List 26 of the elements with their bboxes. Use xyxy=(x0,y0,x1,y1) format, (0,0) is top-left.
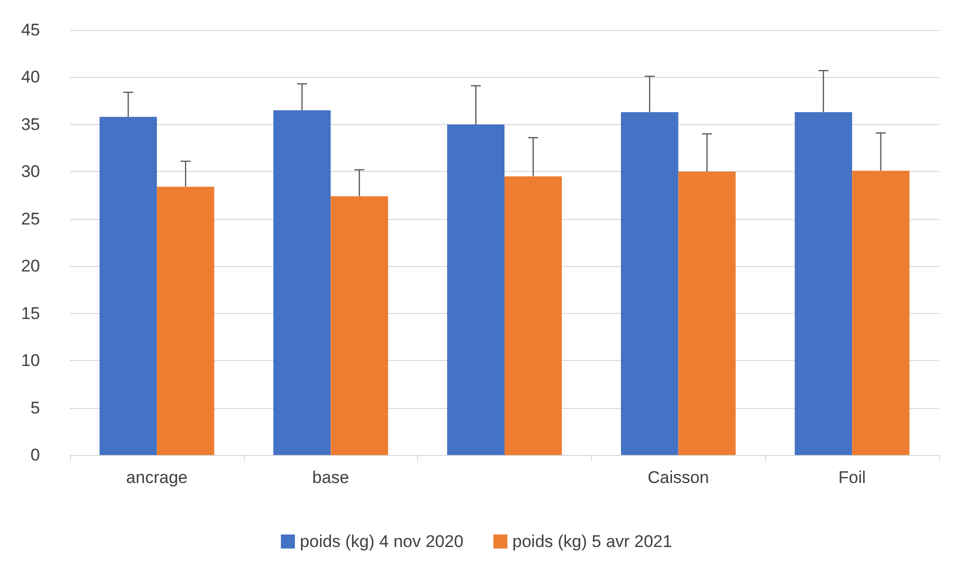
bar xyxy=(156,186,214,455)
y-tick-label: 15 xyxy=(21,304,40,323)
y-tick-label: 10 xyxy=(21,351,40,370)
x-tick-label: Foil xyxy=(838,468,866,487)
y-tick-label: 35 xyxy=(21,114,40,134)
y-tick-label: 25 xyxy=(21,209,40,228)
y-tick-label: 45 xyxy=(21,20,40,40)
bar xyxy=(273,110,331,455)
bar xyxy=(794,112,852,455)
bar xyxy=(100,116,157,455)
legend-label: poids (kg) 4 nov 2020 xyxy=(300,532,464,551)
x-tick-label: ancrage xyxy=(126,468,188,487)
legend-label: poids (kg) 5 avr 2021 xyxy=(512,532,672,551)
y-tick-label: 30 xyxy=(21,162,40,182)
bar xyxy=(330,196,388,455)
y-tick-label: 20 xyxy=(21,256,40,276)
x-tick-label: base xyxy=(312,468,350,487)
bar xyxy=(447,124,504,455)
bar xyxy=(504,176,562,455)
y-tick-label: 5 xyxy=(30,398,40,418)
x-tick-label: Caisson xyxy=(648,468,710,487)
bar xyxy=(678,172,736,455)
y-tick-label: 0 xyxy=(30,446,40,464)
bar xyxy=(852,170,910,455)
y-tick-label: 40 xyxy=(21,68,40,87)
bar xyxy=(620,112,678,455)
